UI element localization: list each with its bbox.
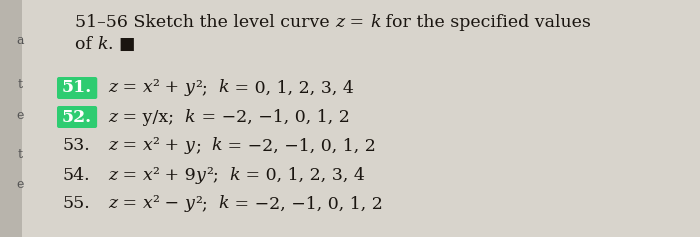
Text: =: = [117,137,143,155]
FancyBboxPatch shape [57,77,97,99]
Text: = −2, −1, 0, 1, 2: = −2, −1, 0, 1, 2 [223,137,376,155]
Text: . ■: . ■ [108,36,135,53]
Text: z: z [108,109,117,126]
Text: z: z [108,79,117,96]
Text: k: k [201,137,223,155]
Text: y: y [185,79,195,96]
FancyBboxPatch shape [57,106,97,128]
Text: + 9: + 9 [160,167,196,183]
Text: ²;: ²; [195,79,208,96]
Text: of: of [75,36,97,53]
Text: ;: ; [195,137,201,155]
Text: 55.: 55. [62,196,90,213]
Text: = 0, 1, 2, 3, 4: = 0, 1, 2, 3, 4 [229,79,354,96]
Text: 53.: 53. [62,137,90,155]
Text: k: k [370,14,380,31]
Text: e: e [16,109,24,122]
Text: ²: ² [153,79,160,96]
Text: x: x [143,79,153,96]
Text: 51–56 Sketch the level curve: 51–56 Sketch the level curve [75,14,335,31]
Text: k: k [207,196,229,213]
Text: for the specified values: for the specified values [380,14,592,31]
Text: =: = [117,167,143,183]
Text: z: z [108,137,117,155]
Text: k: k [208,79,229,96]
Text: ²;: ²; [195,196,207,213]
Text: 52.: 52. [62,109,92,126]
Text: −: − [160,196,185,213]
Text: e: e [16,178,24,191]
Text: 51.: 51. [62,79,92,96]
Text: = −2, −1, 0, 1, 2: = −2, −1, 0, 1, 2 [229,196,383,213]
Text: a: a [16,33,24,46]
Text: = −2, −1, 0, 1, 2: = −2, −1, 0, 1, 2 [195,109,349,126]
Text: ²: ² [153,137,160,155]
Text: t: t [18,78,22,91]
Text: = y/x;: = y/x; [117,109,174,126]
Text: x: x [143,167,153,183]
Text: x: x [143,196,153,213]
Text: +: + [160,137,185,155]
Text: y: y [185,137,195,155]
Bar [0,0,22,237]
Text: =: = [344,14,370,31]
Text: 54.: 54. [62,167,90,183]
Text: = 0, 1, 2, 3, 4: = 0, 1, 2, 3, 4 [240,167,365,183]
Text: ²: ² [153,167,160,183]
Text: z: z [108,196,117,213]
Text: t: t [18,149,22,161]
Text: =: = [117,79,143,96]
Text: k: k [174,109,195,126]
Text: k: k [97,36,108,53]
Text: z: z [108,167,117,183]
Text: k: k [218,167,240,183]
Text: =: = [117,196,143,213]
Text: y: y [196,167,206,183]
Text: +: + [160,79,185,96]
Text: x: x [143,137,153,155]
Text: z: z [335,14,344,31]
Text: y: y [185,196,195,213]
Text: ²;: ²; [206,167,218,183]
Text: ²: ² [153,196,160,213]
